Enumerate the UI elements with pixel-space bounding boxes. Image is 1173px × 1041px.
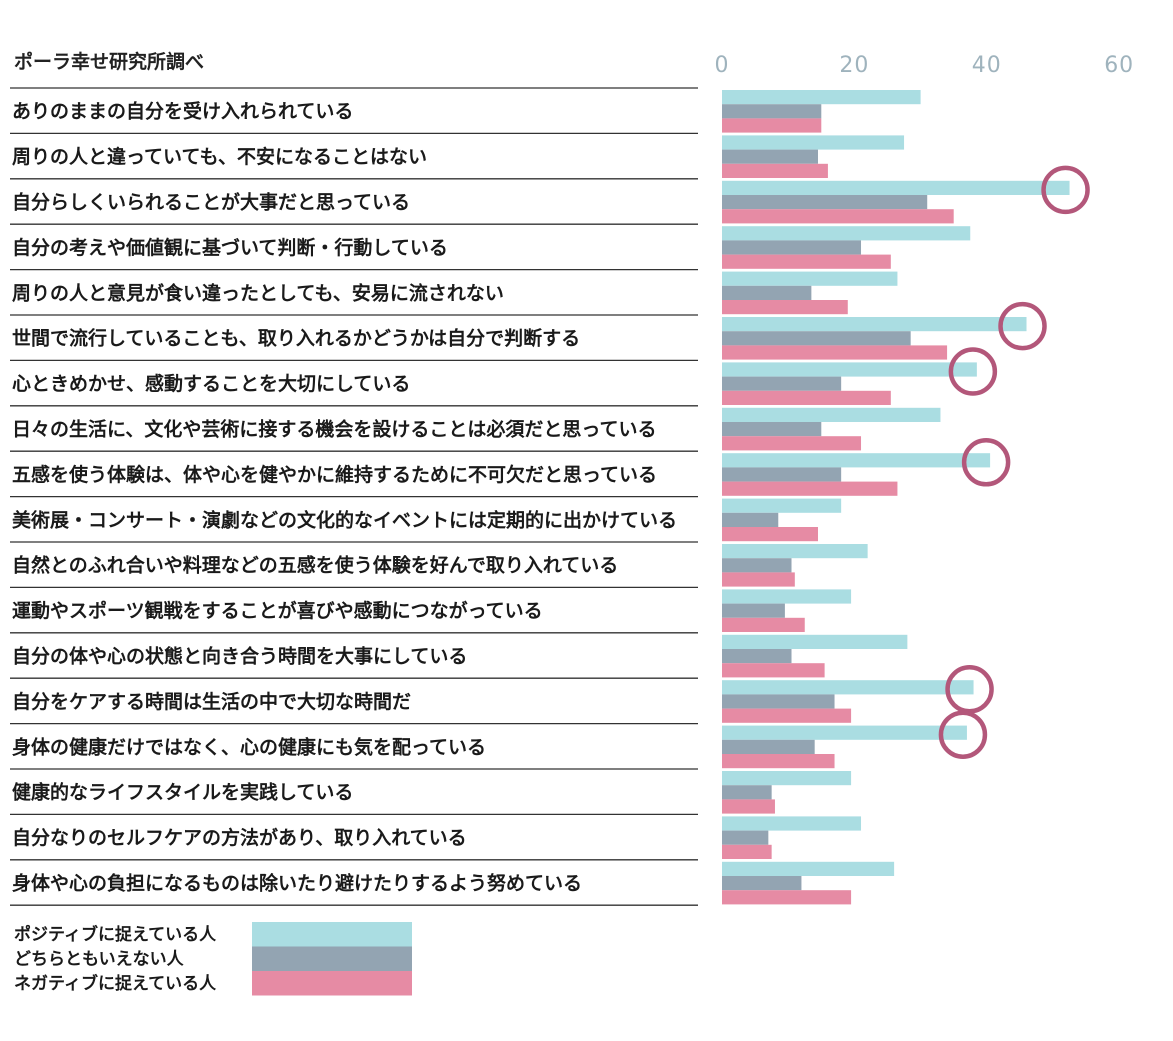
bar-negative bbox=[722, 163, 828, 178]
legend-label: ネガティブに捉えている人 bbox=[14, 973, 217, 994]
bar-positive bbox=[722, 634, 908, 649]
category-label: 世間で流行していることも、取り入れるかどうかは自分で判断する bbox=[12, 327, 580, 350]
bar-positive bbox=[722, 498, 842, 513]
bar-neutral bbox=[722, 830, 769, 845]
x-tick-label: 40 bbox=[972, 53, 1002, 78]
bar-negative bbox=[722, 118, 822, 133]
category-label: 五感を使う体験は、体や心を健やかに維持するために不可欠だと思っている bbox=[12, 463, 657, 486]
bar-positive bbox=[722, 453, 991, 468]
bar-neutral bbox=[722, 285, 812, 300]
bar-negative bbox=[722, 844, 772, 859]
bar-neutral bbox=[722, 467, 842, 482]
category-label: 自分をケアする時間は生活の中で大切な時間だ bbox=[12, 690, 411, 713]
legend-label: ポジティブに捉えている人 bbox=[14, 924, 217, 945]
category-label: 自分なりのセルフケアの方法があり、取り入れている bbox=[12, 826, 467, 849]
bar-neutral bbox=[722, 876, 802, 891]
bar-negative bbox=[722, 708, 852, 723]
bar-neutral bbox=[722, 104, 822, 119]
bar-positive bbox=[722, 135, 905, 150]
bar-neutral bbox=[722, 422, 822, 437]
category-label: 身体の健康だけではなく、心の健康にも気を配っている bbox=[12, 735, 486, 758]
bar-neutral bbox=[722, 603, 785, 618]
category-label: 周りの人と意見が食い違ったとしても、安易に流されない bbox=[12, 281, 504, 304]
category-label: 周りの人と違っていても、不安になることはない bbox=[12, 145, 427, 168]
bar-positive bbox=[722, 90, 921, 105]
x-tick-label: 20 bbox=[839, 53, 869, 78]
bar-neutral bbox=[722, 149, 818, 164]
bar-positive bbox=[722, 180, 1070, 195]
x-tick-label: 60 bbox=[1104, 53, 1134, 78]
bar-negative bbox=[722, 300, 848, 315]
category-label: 身体や心の負担になるものは除いたり避けたりするよう努めている bbox=[12, 872, 582, 895]
highlight-circle bbox=[938, 710, 988, 759]
highlight-circle bbox=[998, 301, 1047, 351]
bar-negative bbox=[722, 572, 795, 587]
source-note: ポーラ幸せ研究所調べ bbox=[14, 50, 204, 73]
highlight-circle bbox=[945, 665, 994, 714]
bar-negative bbox=[722, 436, 862, 451]
bar-positive bbox=[722, 544, 868, 559]
bar-positive bbox=[722, 362, 977, 377]
x-tick-label: 0 bbox=[715, 53, 730, 78]
bar-negative bbox=[722, 254, 891, 269]
highlight-circles bbox=[938, 165, 1090, 759]
bar-positive bbox=[722, 589, 852, 604]
bar-positive bbox=[722, 226, 971, 241]
category-label: 心ときめかせ、感動することを大切にしている bbox=[12, 372, 410, 395]
legend-label: どちらともいえない人 bbox=[14, 950, 185, 970]
bar-neutral bbox=[722, 694, 835, 709]
bar-positive bbox=[722, 816, 862, 831]
highlight-circle bbox=[948, 347, 998, 396]
bar-negative bbox=[722, 663, 825, 678]
bar-negative bbox=[722, 345, 948, 360]
legend-swatch bbox=[252, 922, 412, 947]
bar-negative bbox=[722, 527, 818, 542]
bar-negative bbox=[722, 754, 835, 769]
bar-neutral bbox=[722, 785, 772, 800]
highlight-circle bbox=[1041, 165, 1090, 215]
chart-rows: ありのままの自分を受け入れられている周りの人と違っていても、不安になることはない… bbox=[10, 87, 1070, 906]
bar-negative bbox=[722, 799, 775, 814]
category-label: 健康的なライフスタイルを実践している bbox=[12, 781, 353, 804]
bar-neutral bbox=[722, 376, 842, 391]
category-label: 運動やスポーツ観戦をすることが喜びや感動につながっている bbox=[12, 599, 543, 622]
bar-negative bbox=[722, 390, 891, 405]
bar-positive bbox=[722, 271, 898, 286]
bar-neutral bbox=[722, 331, 911, 346]
legend-swatch bbox=[252, 971, 412, 996]
bar-positive bbox=[722, 407, 941, 422]
category-label: 自分らしくいられることが大事だと思っている bbox=[12, 191, 410, 214]
bar-positive bbox=[722, 317, 1027, 332]
category-label: 自分の考えや価値観に基づいて判断・行動している bbox=[12, 236, 448, 259]
legend-swatch bbox=[252, 946, 412, 971]
bar-neutral bbox=[722, 649, 792, 664]
category-label: ありのままの自分を受け入れられている bbox=[12, 100, 353, 123]
bar-positive bbox=[722, 680, 974, 695]
highlight-circle bbox=[961, 438, 1011, 487]
category-label: 自然とのふれ合いや料理などの五感を使う体験を好んで取り入れている bbox=[12, 554, 618, 577]
category-label: 美術展・コンサート・演劇などの文化的なイベントには定期的に出かけている bbox=[12, 508, 677, 531]
bar-negative bbox=[722, 890, 852, 905]
bar-positive bbox=[722, 771, 852, 786]
bar-neutral bbox=[722, 195, 928, 210]
bar-negative bbox=[722, 209, 954, 224]
bar-neutral bbox=[722, 558, 792, 573]
category-label: 日々の生活に、文化や芸術に接する機会を設けることは必須だと思っている bbox=[12, 418, 656, 441]
bar-positive bbox=[722, 725, 967, 740]
category-label: 自分の体や心の状態と向き合う時間を大事にしている bbox=[12, 645, 467, 668]
x-axis-ticks: 0 20 40 60 bbox=[715, 53, 1134, 78]
bar-negative bbox=[722, 481, 898, 496]
bar-negative bbox=[722, 617, 805, 632]
bar-neutral bbox=[722, 240, 862, 255]
bar-neutral bbox=[722, 739, 815, 754]
bar-neutral bbox=[722, 512, 779, 527]
bar-positive bbox=[722, 861, 895, 876]
